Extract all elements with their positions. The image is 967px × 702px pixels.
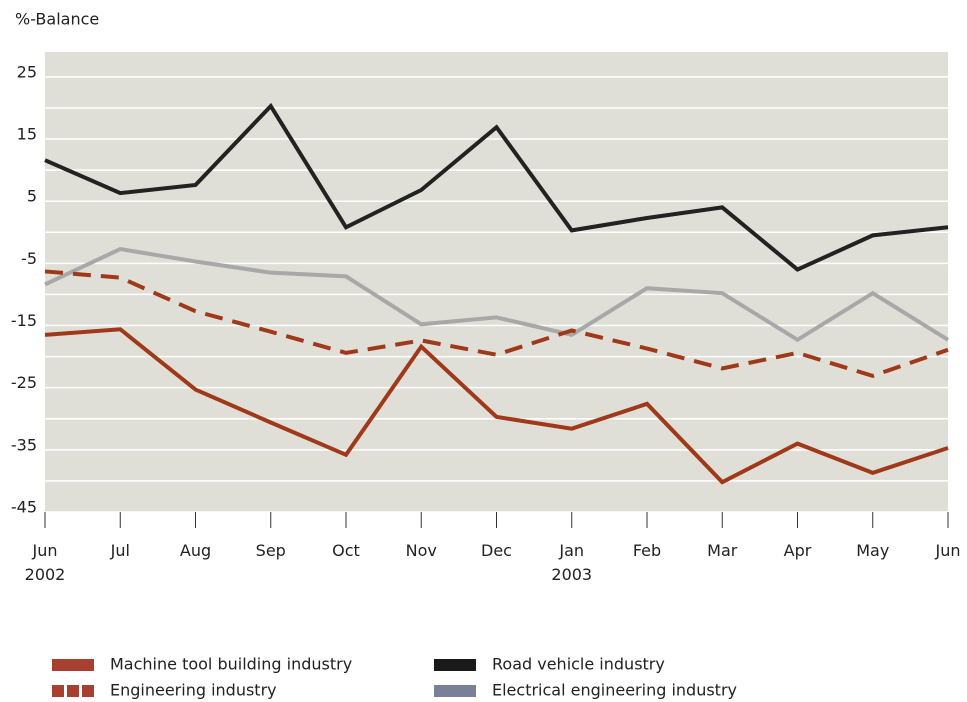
x-tick-label: Mar bbox=[707, 541, 738, 560]
y-tick-label: 5 bbox=[27, 187, 37, 206]
y-tick-label: -5 bbox=[21, 249, 37, 268]
x-tick-label: Feb bbox=[632, 541, 662, 560]
y-tick-label: -45 bbox=[11, 498, 37, 517]
x-tick-label: Jun bbox=[935, 541, 961, 560]
line-series bbox=[44, 102, 949, 272]
x-tick-label: Jun 2002 bbox=[24, 541, 66, 584]
x-tick-label: Sep bbox=[255, 541, 286, 560]
legend-swatch bbox=[82, 685, 94, 697]
legend-label: Electrical engineering industry bbox=[492, 681, 737, 700]
y-tick-label: -25 bbox=[11, 373, 37, 392]
x-tick-label: May bbox=[856, 541, 890, 560]
line-series bbox=[44, 327, 949, 485]
x-tick-label: Apr bbox=[783, 541, 812, 560]
line-series bbox=[44, 246, 950, 343]
plot-area bbox=[45, 52, 948, 512]
legend-swatch bbox=[67, 685, 79, 697]
y-tick-label: 15 bbox=[17, 125, 37, 144]
y-tick-label: -15 bbox=[11, 311, 37, 330]
legend-swatch bbox=[434, 659, 476, 671]
legend-swatch bbox=[434, 685, 476, 697]
legend-label: Machine tool building industry bbox=[110, 655, 352, 674]
legend-swatch bbox=[52, 685, 64, 697]
x-tick-label: Aug bbox=[179, 541, 212, 560]
y-tick-label: 25 bbox=[17, 62, 37, 81]
legend-label: Road vehicle industry bbox=[492, 655, 665, 674]
legend-swatch bbox=[52, 659, 94, 671]
x-tick-label: Nov bbox=[405, 541, 437, 560]
y-tick-label: -35 bbox=[11, 435, 37, 454]
y-axis-label: %-Balance bbox=[15, 10, 99, 29]
legend-label: Engineering industry bbox=[110, 681, 277, 700]
line-series bbox=[44, 269, 949, 378]
x-tick-label: Jul bbox=[110, 541, 130, 560]
x-tick-label: Oct bbox=[332, 541, 360, 560]
x-tick-label: Dec bbox=[481, 541, 512, 560]
x-tick-label: Jan 2003 bbox=[551, 541, 593, 584]
